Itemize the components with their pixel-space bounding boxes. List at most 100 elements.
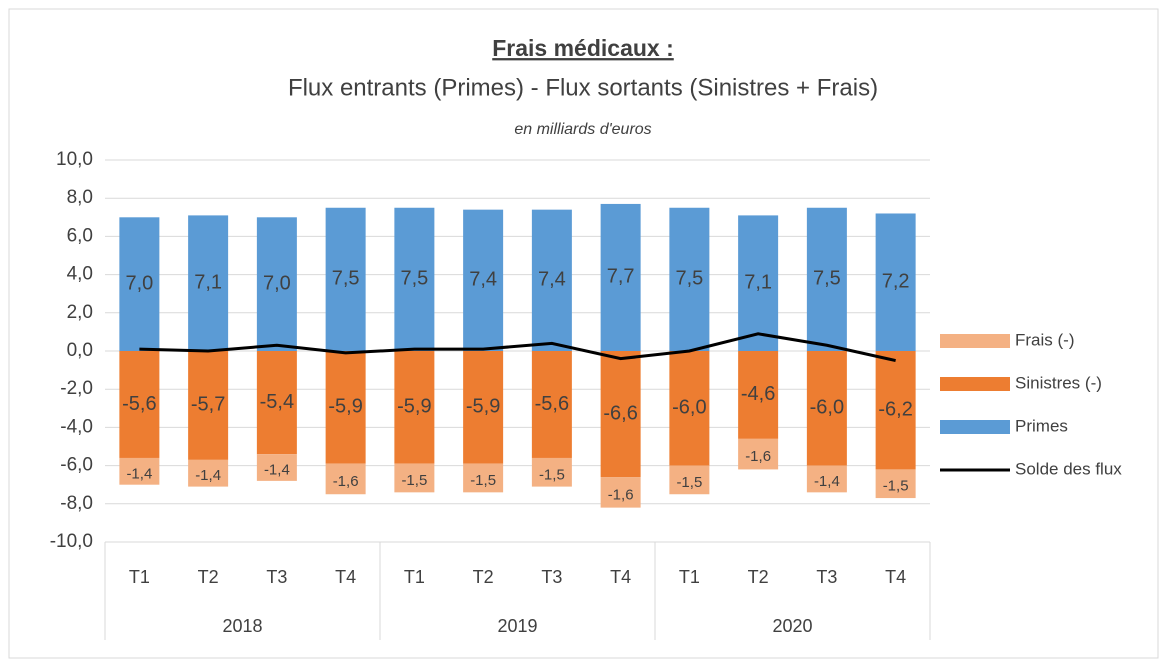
bar xyxy=(463,463,504,493)
bar xyxy=(463,351,504,464)
bar xyxy=(119,217,160,351)
x-tick-label: T2 xyxy=(198,567,219,587)
bar xyxy=(325,463,366,495)
bar xyxy=(669,351,710,466)
y-tick-label: -4,0 xyxy=(60,416,93,437)
bar xyxy=(600,351,641,478)
data-label: -1,6 xyxy=(745,448,771,465)
legend-label: Frais (-) xyxy=(1015,330,1074,349)
data-label: 7,5 xyxy=(400,268,428,290)
bar xyxy=(531,351,572,458)
data-label: 7,0 xyxy=(125,272,153,294)
group-label: 2019 xyxy=(497,616,537,636)
data-label: 7,4 xyxy=(538,269,566,291)
bar xyxy=(256,351,297,455)
data-label: 7,5 xyxy=(813,268,841,290)
bar xyxy=(256,454,297,481)
data-label: -1,5 xyxy=(883,478,909,495)
y-tick-label: -2,0 xyxy=(60,378,93,399)
x-tick-label: T3 xyxy=(266,567,287,587)
x-tick-label: T1 xyxy=(129,567,150,587)
group-label: 2020 xyxy=(772,616,812,636)
data-label: -1,4 xyxy=(126,465,152,482)
y-tick-label: -6,0 xyxy=(60,455,93,476)
data-label: -1,6 xyxy=(333,473,359,490)
chart-subtitle: Flux entrants (Primes) - Flux sortants (… xyxy=(288,74,878,101)
bar xyxy=(463,209,504,351)
bar xyxy=(188,215,229,351)
bar xyxy=(806,465,847,493)
data-label: 7,1 xyxy=(194,271,222,293)
data-label: -1,5 xyxy=(470,472,496,489)
data-label: -5,6 xyxy=(122,393,156,415)
legend-label: Solde des flux xyxy=(1015,459,1122,478)
bar xyxy=(875,469,916,499)
data-label: -1,4 xyxy=(264,461,290,478)
data-label: -5,9 xyxy=(397,396,431,418)
data-label: -1,5 xyxy=(401,472,427,489)
bar xyxy=(531,457,572,487)
bar xyxy=(394,207,435,351)
data-label: 7,1 xyxy=(744,271,772,293)
legend-swatch xyxy=(940,377,1010,391)
data-label: -1,6 xyxy=(608,486,634,503)
bar xyxy=(738,438,779,470)
data-label: -5,6 xyxy=(535,393,569,415)
data-label: -5,9 xyxy=(328,396,362,418)
data-label: -1,5 xyxy=(539,466,565,483)
data-label: 7,0 xyxy=(263,272,291,294)
x-tick-label: T4 xyxy=(610,567,631,587)
bar xyxy=(119,351,160,458)
line-series xyxy=(139,332,896,363)
data-label: -1,4 xyxy=(195,467,221,484)
y-tick-label: 0,0 xyxy=(67,340,93,361)
data-label: 7,4 xyxy=(469,269,497,291)
legend-label: Primes xyxy=(1015,416,1068,435)
bar xyxy=(600,477,641,508)
bar xyxy=(394,463,435,493)
bar xyxy=(531,209,572,351)
y-tick-label: -10,0 xyxy=(50,531,93,552)
group-label: 2018 xyxy=(222,616,262,636)
data-label: -5,9 xyxy=(466,396,500,418)
data-label: 7,5 xyxy=(675,268,703,290)
data-label: 7,7 xyxy=(607,266,635,288)
data-label: -1,4 xyxy=(814,473,840,490)
data-label: -1,5 xyxy=(676,474,702,491)
data-label: -6,2 xyxy=(878,398,912,420)
data-label: -5,7 xyxy=(191,394,225,416)
bar xyxy=(325,351,366,464)
bar xyxy=(738,351,779,439)
y-tick-label: 8,0 xyxy=(67,187,93,208)
data-label: -4,6 xyxy=(741,383,775,405)
bar xyxy=(188,351,229,460)
bar xyxy=(875,351,916,470)
data-label: -6,0 xyxy=(810,397,844,419)
data-label: 7,2 xyxy=(882,271,910,293)
bar xyxy=(806,207,847,351)
bar xyxy=(669,465,710,495)
bar xyxy=(875,213,916,351)
bar xyxy=(738,215,779,351)
bar xyxy=(119,457,160,485)
chart-title: Frais médicaux : xyxy=(492,35,674,61)
bar xyxy=(394,351,435,464)
legend-label: Sinistres (-) xyxy=(1015,373,1102,392)
x-tick-label: T4 xyxy=(885,567,906,587)
y-tick-label: 10,0 xyxy=(56,149,93,170)
x-tick-label: T3 xyxy=(816,567,837,587)
bar xyxy=(325,207,366,351)
y-tick-label: 4,0 xyxy=(67,264,93,285)
y-tick-label: 2,0 xyxy=(67,302,93,323)
data-label: 7,5 xyxy=(332,268,360,290)
x-tick-label: T2 xyxy=(473,567,494,587)
bar xyxy=(600,203,641,351)
y-tick-label: 6,0 xyxy=(67,225,93,246)
bar xyxy=(256,217,297,351)
x-tick-label: T3 xyxy=(541,567,562,587)
bar xyxy=(806,351,847,466)
x-tick-label: T2 xyxy=(748,567,769,587)
legend-swatch xyxy=(940,334,1010,348)
data-label: -6,0 xyxy=(672,397,706,419)
